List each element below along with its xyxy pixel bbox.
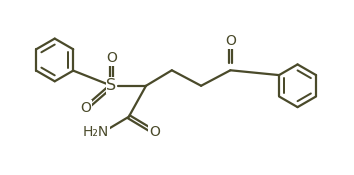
Text: S: S bbox=[107, 78, 116, 93]
Text: O: O bbox=[149, 125, 160, 139]
Text: O: O bbox=[225, 34, 236, 48]
Text: O: O bbox=[80, 101, 91, 115]
Text: O: O bbox=[106, 51, 117, 65]
Text: H₂N: H₂N bbox=[83, 125, 109, 139]
